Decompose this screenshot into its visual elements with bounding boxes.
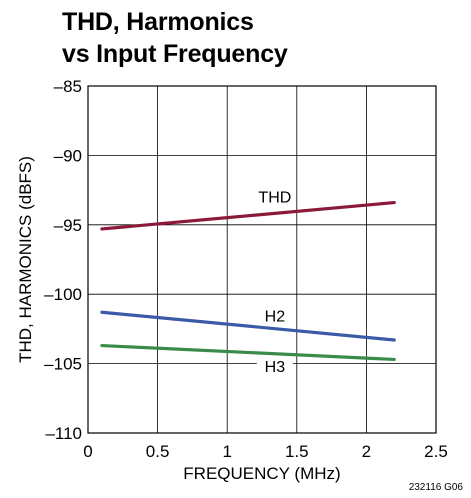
series-line-h2 <box>100 310 396 342</box>
series-lines <box>100 200 396 362</box>
x-tick-label-0: 0 <box>83 442 92 461</box>
series-line-thd <box>100 200 396 231</box>
plot-frame <box>87 85 437 434</box>
y-tick-label-1: –90 <box>54 146 82 165</box>
x-tick-label-5: 2.5 <box>424 442 448 461</box>
x-axis-label: FREQUENCY (MHz) <box>183 464 340 483</box>
y-tick-label-3: –100 <box>44 285 82 304</box>
y-tick-label-2: –95 <box>54 216 82 235</box>
y-tick-label-0: –85 <box>54 77 82 96</box>
x-tick-label-2: 1 <box>222 442 231 461</box>
chart-title-line-2: vs Input Frequency <box>62 40 288 68</box>
x-tick-label-3: 1.5 <box>285 442 309 461</box>
x-tick-label-1: 0.5 <box>146 442 170 461</box>
figure-id: 232116 G06 <box>408 482 463 493</box>
series-label-thd: THD <box>258 190 291 207</box>
y-tick-label-5: –110 <box>45 424 82 443</box>
y-tick-label-4: –105 <box>44 355 82 374</box>
grid-lines <box>88 86 436 433</box>
series-label-h3: H3 <box>265 359 286 376</box>
x-tick-labels: 0 0.5 1 1.5 2 2.5 <box>83 442 448 461</box>
series-line-h3 <box>100 343 396 362</box>
x-tick-label-4: 2 <box>362 442 371 461</box>
chart-title: THD, Harmonics vs Input Frequency <box>62 6 288 70</box>
series-label-h2: H2 <box>265 308 286 325</box>
y-tick-labels: –85 –90 –95 –100 –105 –110 <box>44 77 82 443</box>
series-labels: THD H2 H3 <box>256 190 293 379</box>
series-label-bg-h3 <box>256 358 293 379</box>
y-axis-label: THD, HARMONICS (dBFS) <box>16 156 35 363</box>
chart-title-line-1: THD, Harmonics <box>62 8 254 36</box>
